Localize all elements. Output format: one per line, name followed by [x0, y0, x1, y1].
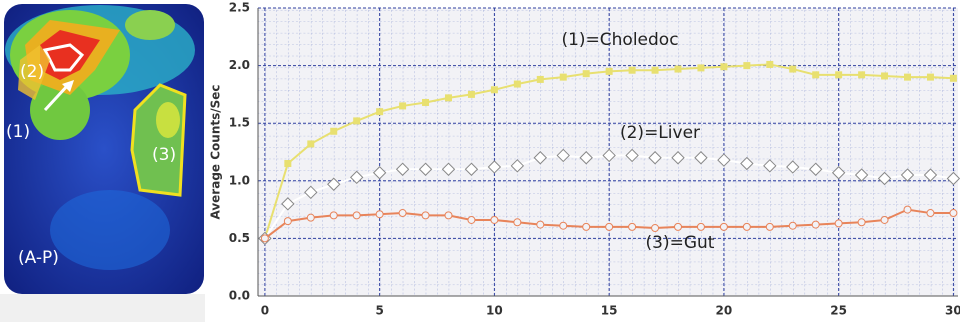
point	[583, 71, 589, 77]
y-tick-label: 0.5	[229, 231, 250, 245]
point	[697, 223, 704, 230]
point	[950, 210, 957, 217]
y-tick-label: 1.5	[229, 116, 250, 130]
image-label: (1)	[6, 122, 30, 142]
point	[377, 109, 383, 115]
y-tick-label: 2.5	[229, 1, 250, 15]
point	[606, 223, 613, 230]
image-label: (3)	[152, 145, 176, 165]
point	[836, 72, 842, 78]
point	[606, 68, 612, 74]
point	[744, 63, 750, 69]
point	[629, 223, 636, 230]
point	[950, 75, 956, 81]
point	[331, 128, 337, 134]
point	[445, 212, 452, 219]
point	[652, 67, 658, 73]
point	[767, 61, 773, 67]
point	[882, 73, 888, 79]
x-tick-label: 10	[486, 304, 503, 318]
y-tick-label: 2.0	[229, 58, 250, 72]
point	[698, 65, 704, 71]
point	[813, 72, 819, 78]
series-label: (3)=Gut	[646, 233, 715, 253]
image-label: (2)	[20, 62, 44, 82]
point	[905, 74, 911, 80]
x-tick-label: 30	[945, 304, 960, 318]
point	[560, 222, 567, 229]
point	[353, 212, 360, 219]
point	[881, 216, 888, 223]
x-tick-label: 15	[601, 304, 618, 318]
x-tick-label: 25	[830, 304, 847, 318]
point	[859, 72, 865, 78]
point	[468, 91, 474, 97]
point	[376, 211, 383, 218]
point	[537, 76, 543, 82]
point	[308, 141, 314, 147]
point	[514, 219, 521, 226]
point	[514, 81, 520, 87]
point	[491, 216, 498, 223]
point	[675, 223, 682, 230]
point	[721, 64, 727, 70]
figure: (2) (1) (3) (A-P) Average Counts/Sec 0.0…	[0, 0, 960, 322]
point	[422, 212, 429, 219]
point	[285, 161, 291, 167]
point	[812, 221, 819, 228]
point	[629, 67, 635, 73]
point	[284, 218, 291, 225]
series-label: (2)=Liver	[620, 123, 700, 143]
x-tick-label: 5	[375, 304, 383, 318]
point	[423, 99, 429, 105]
point	[583, 223, 590, 230]
point	[652, 225, 659, 232]
point	[307, 214, 314, 221]
y-axis-label: Average Counts/Sec	[209, 84, 223, 219]
image-label: (A-P)	[18, 248, 59, 268]
point	[720, 223, 727, 230]
y-tick-label: 1.0	[229, 173, 250, 187]
point	[468, 216, 475, 223]
point	[789, 222, 796, 229]
point	[400, 103, 406, 109]
point	[927, 74, 933, 80]
series-label: (1)=Choledoc	[561, 30, 678, 50]
point	[743, 223, 750, 230]
point	[790, 66, 796, 72]
point	[904, 206, 911, 213]
point	[491, 87, 497, 93]
point	[261, 235, 268, 242]
point	[354, 118, 360, 124]
point	[766, 223, 773, 230]
point	[537, 221, 544, 228]
point	[835, 220, 842, 227]
point	[858, 219, 865, 226]
point	[560, 74, 566, 80]
point	[399, 210, 406, 217]
point	[330, 212, 337, 219]
scan-image: (2) (1) (3) (A-P)	[0, 0, 205, 322]
point	[445, 95, 451, 101]
point	[675, 66, 681, 72]
x-tick-label: 0	[261, 304, 269, 318]
y-tick-label: 0.0	[229, 289, 250, 303]
x-tick-label: 20	[716, 304, 733, 318]
point	[927, 210, 934, 217]
